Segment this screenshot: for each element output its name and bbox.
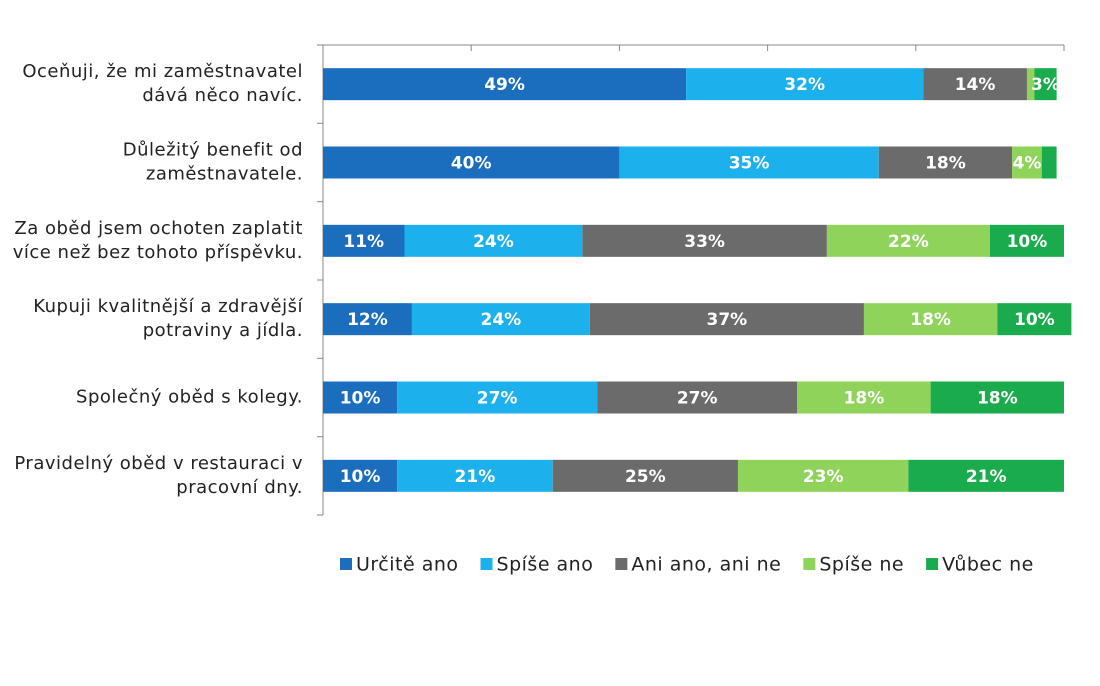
category-label: Důležitý benefit od — [123, 140, 303, 161]
data-label: 37% — [706, 310, 747, 330]
bar-segment — [404, 224, 583, 257]
bar-segment — [908, 459, 1064, 492]
bar-segment — [878, 146, 1013, 179]
bar-segment — [1041, 146, 1057, 179]
data-label: 22% — [888, 232, 929, 252]
data-label: 12% — [347, 310, 388, 330]
bar-segment — [1026, 68, 1035, 101]
data-label: 21% — [966, 467, 1007, 487]
category-label: pracovní dny. — [176, 477, 303, 498]
data-label: 14% — [955, 75, 996, 95]
legend-label: Ani ano, ani ne — [631, 554, 781, 576]
bar-segment — [923, 68, 1027, 101]
data-label: 18% — [910, 310, 951, 330]
legend-label: Vůbec ne — [942, 554, 1034, 576]
data-label: 27% — [677, 389, 718, 409]
data-label: 49% — [484, 75, 525, 95]
legend-swatch — [926, 558, 939, 570]
category-label: dává něco navíc. — [142, 85, 303, 106]
bar-segment — [323, 381, 398, 414]
bar-segment — [397, 459, 553, 492]
data-label: 25% — [625, 467, 666, 487]
data-label: 21% — [455, 467, 496, 487]
data-label: 4% — [1013, 154, 1042, 174]
data-label: 18% — [977, 389, 1018, 409]
bar-segment — [323, 224, 405, 257]
category-label: Pravidelný oběd v restauraci v — [14, 453, 303, 474]
bar-segment — [582, 224, 827, 257]
bar-segment — [1034, 68, 1057, 101]
data-label: 10% — [340, 467, 381, 487]
data-label: 32% — [784, 75, 825, 95]
category-label: potraviny a jídla. — [143, 320, 303, 341]
data-label: 10% — [340, 389, 381, 409]
bar-segment — [863, 303, 998, 336]
bar-segment — [930, 381, 1064, 414]
data-label: 10% — [1007, 232, 1048, 252]
category-label: Za oběd jsem ochoten zaplatit — [14, 218, 303, 239]
bar-segment — [737, 459, 909, 492]
legend-swatch — [480, 558, 493, 570]
data-label: 11% — [343, 232, 384, 252]
data-label: 24% — [473, 232, 514, 252]
bar-segment — [323, 146, 620, 179]
bar-segment — [589, 303, 864, 336]
bar-segment — [323, 68, 687, 101]
data-label: 3% — [1031, 75, 1060, 95]
bar-segment — [411, 303, 590, 336]
bar-segment — [1012, 146, 1042, 179]
category-label: Oceňuji, že mi zaměstnavatel — [22, 61, 303, 82]
data-label: 23% — [803, 467, 844, 487]
legend-label: Spíše ne — [819, 554, 904, 576]
data-label: 27% — [477, 389, 518, 409]
data-label: 33% — [684, 232, 725, 252]
bar-segment — [619, 146, 879, 179]
legend-label: Určitě ano — [356, 554, 459, 576]
bar-segment — [826, 224, 990, 257]
bar-segment — [323, 303, 412, 336]
legend-swatch — [615, 558, 628, 570]
bar-segment — [397, 381, 598, 414]
bar-segment — [323, 459, 398, 492]
bar-segment — [597, 381, 798, 414]
bar-segment — [552, 459, 738, 492]
data-label: 40% — [451, 154, 492, 174]
data-label: 18% — [844, 389, 885, 409]
category-label: zaměstnavatele. — [146, 164, 303, 185]
bar-segment — [686, 68, 924, 101]
category-label: více než bez tohoto příspěvku. — [13, 242, 303, 263]
bar-segment — [997, 303, 1072, 336]
bar-segment — [797, 381, 931, 414]
legend-swatch — [803, 558, 816, 570]
data-label: 24% — [480, 310, 521, 330]
legend-swatch — [340, 558, 352, 570]
category-label: Kupuji kvalitnější a zdravější — [33, 296, 303, 317]
bar-segment — [989, 224, 1064, 257]
data-label: 18% — [925, 154, 966, 174]
data-label: 10% — [1014, 310, 1055, 330]
data-label: 35% — [729, 154, 770, 174]
legend-label: Spíše ano — [497, 554, 594, 576]
category-label: Společný oběd s kolegy. — [76, 387, 303, 408]
